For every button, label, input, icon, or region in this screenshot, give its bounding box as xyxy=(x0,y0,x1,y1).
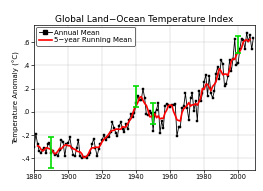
Title: Global Land−Ocean Temperature Index: Global Land−Ocean Temperature Index xyxy=(55,15,234,24)
Y-axis label: Temperature Anomaly (°C): Temperature Anomaly (°C) xyxy=(13,51,20,144)
Legend: Annual Mean, 5−year Running Mean: Annual Mean, 5−year Running Mean xyxy=(36,27,135,46)
